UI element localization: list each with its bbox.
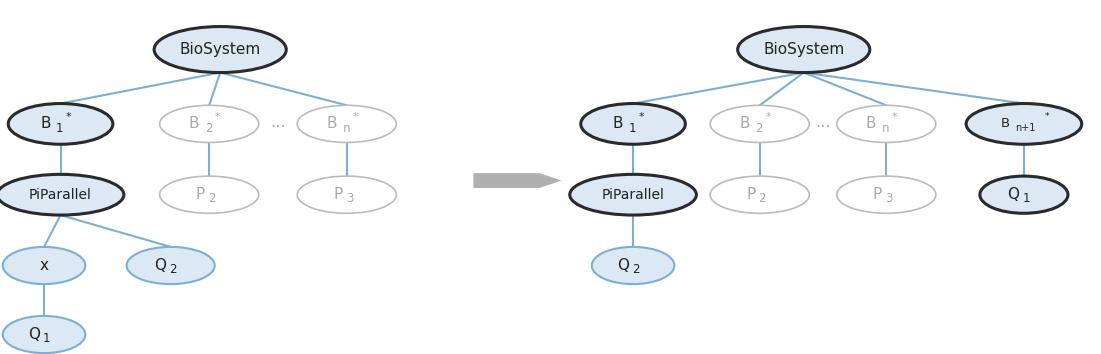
Text: n: n [342, 122, 350, 135]
Text: B: B [40, 116, 51, 131]
Text: P: P [746, 187, 755, 202]
Text: n: n [882, 122, 890, 135]
Text: 3: 3 [346, 193, 353, 205]
Text: *: * [892, 112, 897, 122]
Text: P: P [334, 187, 342, 202]
Text: ...: ... [816, 113, 831, 131]
Text: Q: Q [1007, 187, 1020, 202]
Text: 1: 1 [56, 122, 64, 135]
Text: PiParallel: PiParallel [601, 188, 665, 202]
Text: 2: 2 [759, 193, 766, 205]
Text: B: B [326, 116, 337, 131]
Ellipse shape [2, 316, 86, 353]
Text: B: B [1001, 118, 1010, 130]
Text: B: B [188, 116, 199, 131]
Ellipse shape [710, 176, 809, 213]
Text: *: * [1045, 112, 1049, 121]
Ellipse shape [2, 247, 86, 284]
Text: P: P [873, 187, 882, 202]
Text: 2: 2 [170, 263, 177, 276]
Text: BioSystem: BioSystem [763, 42, 844, 57]
Text: *: * [215, 112, 220, 122]
Text: 2: 2 [755, 122, 763, 135]
Ellipse shape [837, 105, 936, 143]
Ellipse shape [591, 247, 674, 284]
Text: *: * [639, 112, 644, 122]
Ellipse shape [967, 104, 1081, 144]
Text: *: * [352, 112, 358, 122]
Ellipse shape [710, 105, 809, 143]
Ellipse shape [297, 176, 396, 213]
Ellipse shape [154, 27, 286, 73]
Text: 2: 2 [208, 193, 216, 205]
Text: P: P [196, 187, 205, 202]
Ellipse shape [570, 175, 696, 215]
Text: 1: 1 [43, 332, 51, 345]
Text: x: x [40, 258, 48, 273]
Text: *: * [66, 112, 72, 122]
Text: 1: 1 [629, 122, 636, 135]
Text: Q: Q [154, 258, 166, 273]
Text: BioSystem: BioSystem [179, 42, 261, 57]
Ellipse shape [160, 176, 259, 213]
Text: 2: 2 [632, 263, 640, 276]
Ellipse shape [127, 247, 215, 284]
Text: *: * [765, 112, 771, 122]
Text: B: B [865, 116, 876, 131]
Ellipse shape [9, 104, 112, 144]
Ellipse shape [580, 104, 685, 144]
Text: 1: 1 [1023, 193, 1031, 205]
Ellipse shape [160, 105, 259, 143]
Text: ...: ... [271, 113, 286, 131]
Text: B: B [612, 116, 623, 131]
Text: PiParallel: PiParallel [29, 188, 92, 202]
FancyArrow shape [473, 173, 562, 188]
Ellipse shape [738, 27, 870, 73]
Text: 2: 2 [205, 122, 212, 135]
Text: 3: 3 [885, 193, 893, 205]
Ellipse shape [0, 175, 123, 215]
Text: Q: Q [28, 327, 40, 342]
Text: B: B [739, 116, 750, 131]
Ellipse shape [297, 105, 396, 143]
Ellipse shape [837, 176, 936, 213]
Text: n+1: n+1 [1015, 123, 1036, 133]
Ellipse shape [980, 176, 1068, 213]
Text: Q: Q [617, 258, 629, 273]
